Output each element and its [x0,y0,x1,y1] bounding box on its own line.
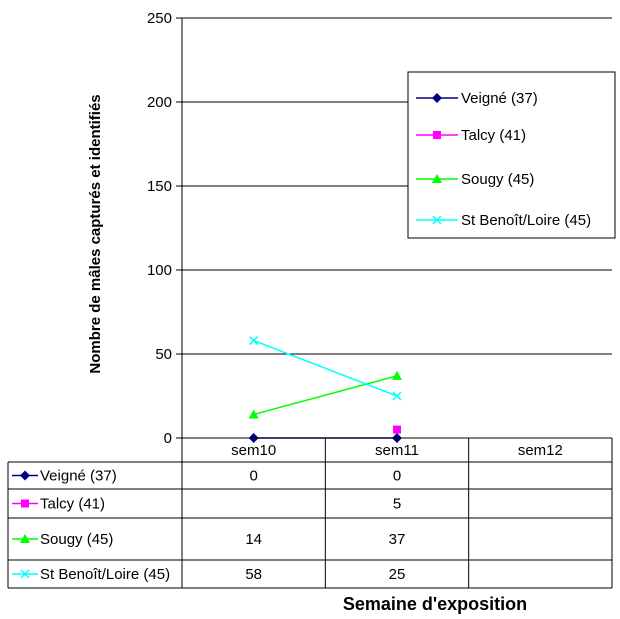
series-name: Veigné (37) [40,468,117,485]
data-point [392,370,402,380]
data-label: 25 [389,566,406,583]
legend-label: Veigné (37) [461,90,538,107]
data-point [393,425,401,434]
data-label: 0 [249,468,257,485]
series-2 [248,370,402,419]
category-label: sem11 [375,442,419,459]
series-name: Talcy (41) [40,496,105,513]
legend-key-marker [432,174,442,183]
y-tick-labels: 0 50 100 150 200 250 [147,10,172,447]
data-point [392,391,402,401]
y-tick-label: 0 [164,430,172,447]
series-line [253,375,398,416]
data-label: 14 [245,531,262,548]
series-line [253,339,398,397]
y-tick-label: 250 [147,10,172,27]
marker-stroke [20,569,30,579]
series-1 [393,425,401,434]
legend-key-marker [432,215,442,225]
y-axis-title: Nombre de mâles capturés et identifiés [87,94,104,373]
data-table: sem10 sem11 sem12 Veigné (37) 0 0 Talcy (41) 5 S… [7,437,613,589]
category-label: sem12 [518,442,563,459]
marker-stroke [432,215,442,225]
series-group [248,336,402,443]
y-tick-label: 100 [147,262,172,279]
x-axis-title: Semaine d'exposition [343,594,527,614]
legend-label: St Benoît/Loire (45) [461,212,591,229]
legend-key-marker [433,131,441,139]
data-label: 37 [389,531,406,548]
marker-stroke [249,336,259,346]
legend-key-marker [20,534,30,543]
data-label: 58 [245,566,262,583]
series-name: St Benoît/Loire (45) [40,566,170,583]
series-name: Sougy (45) [40,531,113,548]
marker-stroke [392,391,402,401]
y-tick-label: 200 [147,94,172,111]
legend-key-marker [20,569,30,579]
y-tick-label: 50 [155,346,172,363]
legend-key-marker [432,93,442,103]
legend-key-marker [20,470,30,481]
data-label: 0 [393,468,401,485]
axes [176,17,183,439]
legend-key-marker [21,499,29,508]
category-label: sem10 [231,442,276,459]
data-label: 5 [393,496,401,513]
data-point [249,336,259,346]
legend-label: Sougy (45) [461,171,534,188]
series-3 [249,336,402,401]
legend-box [407,71,616,239]
data-point [248,409,259,419]
y-tick-label: 150 [147,178,172,195]
legend: Veigné (37) Talcy (41) Sougy (45) St Benoît… [407,71,616,239]
legend-label: Talcy (41) [461,127,526,144]
